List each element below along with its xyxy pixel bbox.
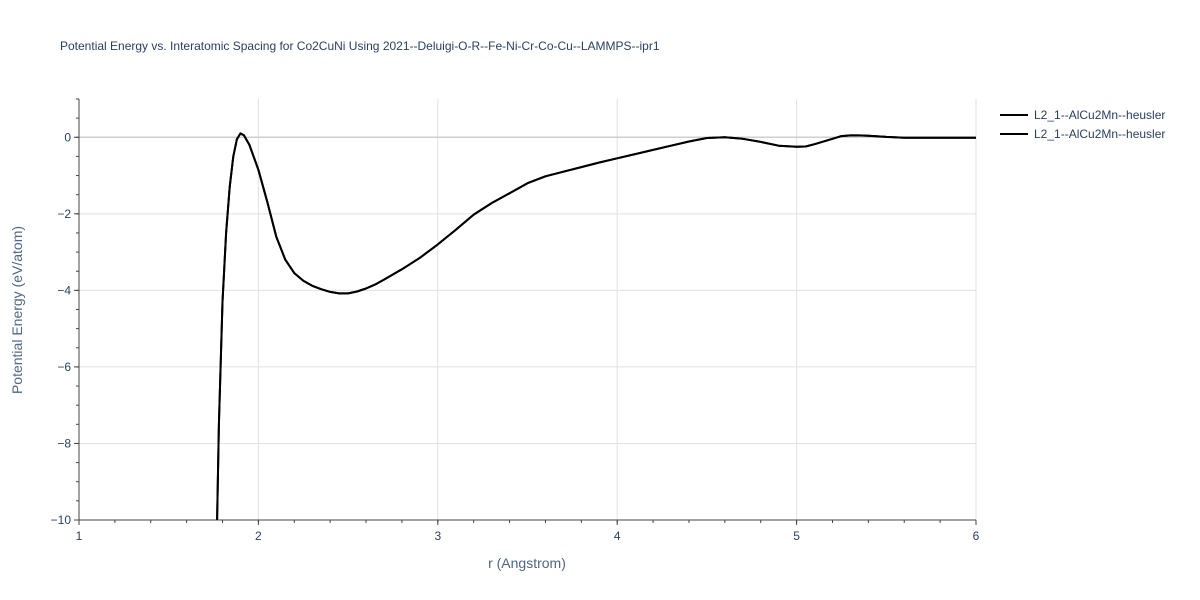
x-axis-title: r (Angstrom) <box>488 555 566 571</box>
y-tick-label: −10 <box>51 513 72 527</box>
x-tick-label: 2 <box>255 529 262 543</box>
chart-title: Potential Energy vs. Interatomic Spacing… <box>60 39 660 53</box>
x-tick-label: 4 <box>614 529 621 543</box>
legend-label: L2_1--AlCu2Mn--heusler <box>1034 108 1165 122</box>
x-tick-label: 6 <box>973 529 980 543</box>
series-layer <box>216 132 976 521</box>
grid <box>79 99 977 520</box>
y-tick-label: −2 <box>57 207 71 221</box>
x-tick-label: 5 <box>793 529 800 543</box>
y-tick-label: −8 <box>57 436 71 450</box>
x-tick-label: 3 <box>434 529 441 543</box>
y-axis-title: Potential Energy (eV/atom) <box>9 226 25 394</box>
y-tick-label: −6 <box>57 360 71 374</box>
x-tick-label: 1 <box>76 529 83 543</box>
y-tick-label: −4 <box>57 283 71 297</box>
y-tick-label: 0 <box>64 130 71 144</box>
series-line <box>216 132 976 521</box>
series-line <box>216 132 976 521</box>
axes: 1 2 3 4 5 6 0 −2 −4 −6 −8 −10 <box>51 98 980 543</box>
legend: L2_1--AlCu2Mn--heusler L2_1--AlCu2Mn--heu… <box>1000 108 1165 141</box>
legend-label: L2_1--AlCu2Mn--heusler <box>1034 127 1165 141</box>
